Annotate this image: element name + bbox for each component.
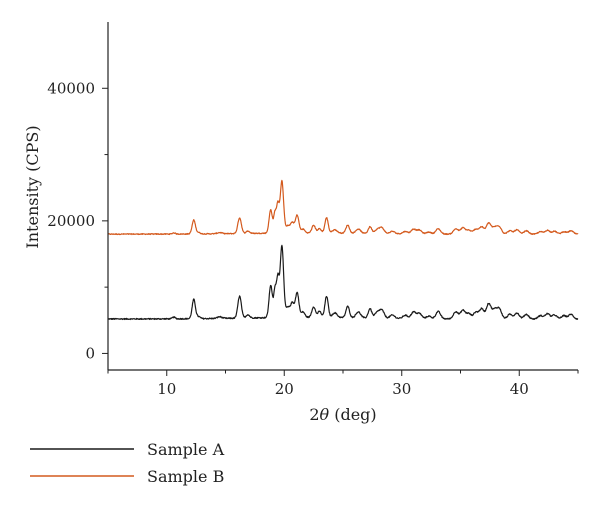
x-tick-label: 40 [510, 380, 529, 398]
series-line-sample-b [107, 179, 579, 236]
y-tick-label: 40000 [47, 79, 95, 97]
legend: Sample A Sample B [30, 440, 225, 486]
axes: 10 20 30 40 0 20000 40000 [47, 22, 579, 398]
legend-label-sample-a: Sample A [147, 440, 225, 459]
x-axis-title: 2θ (deg) [309, 405, 376, 424]
x-tick-label: 20 [275, 380, 294, 398]
plot-lines [107, 179, 579, 321]
x-tick-label: 30 [392, 380, 411, 398]
x-tick-label: 10 [157, 380, 176, 398]
series-line-sample-a [107, 244, 579, 321]
y-axis-title: Intensity (CPS) [23, 125, 42, 248]
legend-label-sample-b: Sample B [147, 467, 224, 486]
y-tick-label: 20000 [47, 212, 95, 230]
y-tick-label: 0 [85, 344, 95, 362]
